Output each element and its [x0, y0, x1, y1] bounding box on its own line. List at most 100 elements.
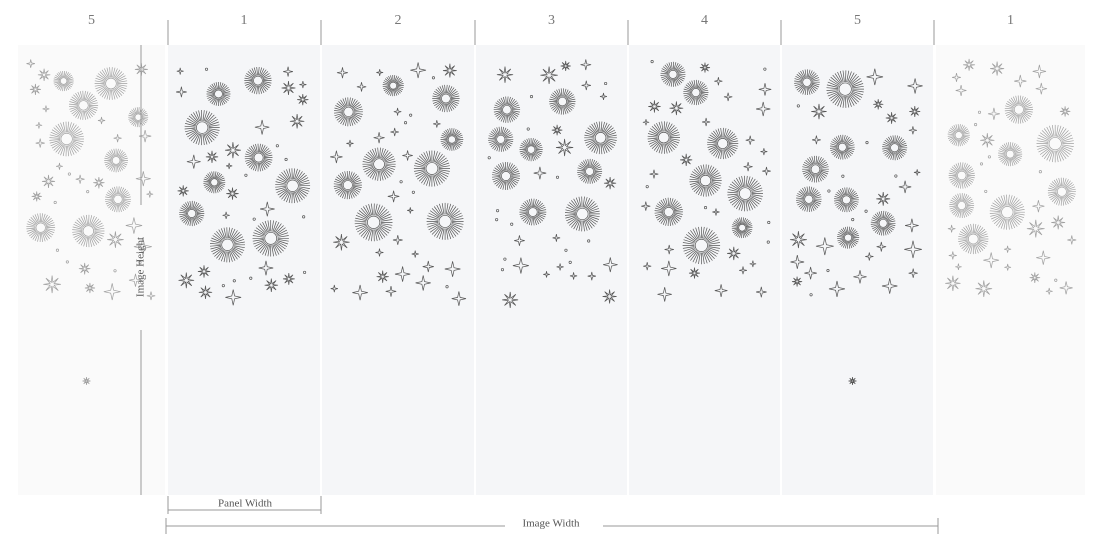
sunburst — [94, 67, 128, 100]
star — [224, 142, 241, 159]
dot — [564, 248, 568, 252]
star — [103, 283, 121, 301]
sunburst — [826, 70, 864, 108]
star — [146, 190, 154, 198]
star — [866, 68, 884, 86]
sunburst-core — [78, 100, 89, 111]
dot — [303, 270, 307, 274]
dot — [411, 190, 415, 194]
sunburst-core — [694, 238, 708, 252]
dot — [979, 162, 984, 166]
star — [254, 119, 270, 135]
panel-art — [789, 68, 923, 386]
sunburst-core — [111, 156, 121, 165]
panel — [629, 45, 780, 495]
sunburst — [72, 214, 105, 248]
sunburst — [731, 217, 753, 239]
dot — [403, 121, 408, 125]
dot — [431, 76, 436, 80]
star — [790, 255, 805, 269]
star — [749, 260, 757, 268]
star — [812, 135, 821, 145]
star — [727, 246, 741, 261]
star — [176, 67, 184, 75]
sunburst-core — [526, 145, 536, 154]
star — [264, 278, 279, 292]
star — [444, 261, 461, 277]
dot — [987, 155, 991, 159]
star — [649, 169, 659, 179]
sunburst-core — [502, 104, 512, 115]
star — [865, 252, 874, 261]
dot — [977, 110, 982, 114]
panel-number: 2 — [395, 13, 402, 28]
sunburst — [727, 175, 763, 212]
dot — [138, 261, 142, 265]
star — [226, 187, 239, 200]
sunburst-core — [500, 170, 511, 181]
sunburst-core — [663, 206, 674, 217]
dot — [249, 276, 253, 280]
dot — [65, 260, 69, 264]
dot — [851, 218, 855, 222]
star — [664, 244, 674, 255]
sunburst-core — [837, 142, 847, 152]
sunburst-core — [528, 207, 538, 217]
star — [1029, 272, 1041, 283]
star — [898, 180, 912, 194]
star — [411, 250, 419, 258]
sunburst — [837, 226, 860, 249]
star — [138, 130, 152, 143]
dot — [555, 175, 560, 179]
star — [133, 237, 152, 256]
star — [702, 117, 711, 127]
sunburst-core — [253, 75, 263, 86]
dot — [275, 144, 279, 148]
panel — [476, 45, 627, 495]
star — [352, 284, 368, 301]
star — [177, 185, 189, 197]
sunburst — [244, 143, 273, 172]
sunburst — [493, 96, 521, 123]
sunburst — [432, 84, 460, 113]
sunburst-core — [804, 194, 814, 204]
star — [496, 66, 514, 83]
star — [1045, 287, 1053, 295]
star — [905, 218, 919, 233]
sunburst — [206, 82, 231, 106]
sunburst — [794, 69, 820, 96]
star — [908, 268, 918, 278]
dot — [445, 285, 449, 289]
star — [739, 266, 747, 275]
star — [1026, 219, 1045, 238]
star — [543, 271, 550, 278]
star — [75, 174, 85, 184]
star — [43, 275, 61, 294]
dot — [984, 189, 988, 193]
sunburst-core — [954, 131, 963, 140]
star — [599, 92, 607, 100]
star — [913, 169, 921, 176]
star — [387, 190, 400, 203]
panel-art — [945, 58, 1077, 297]
star — [146, 291, 156, 301]
sunburst-core — [425, 162, 439, 175]
star — [723, 92, 733, 102]
star — [205, 150, 219, 163]
star — [983, 252, 1000, 269]
sunburst-core — [1001, 206, 1014, 219]
star — [415, 275, 431, 291]
sunburst — [519, 138, 543, 162]
star — [1004, 245, 1012, 253]
sunburst-core — [557, 96, 568, 107]
star — [540, 66, 558, 84]
sunburst-core — [196, 121, 209, 134]
star — [963, 58, 976, 71]
sunburst — [958, 223, 989, 255]
star — [394, 266, 411, 282]
star — [41, 174, 56, 188]
sunburst-core — [1013, 104, 1024, 115]
dot — [587, 239, 591, 243]
star — [376, 69, 384, 76]
dot — [53, 200, 57, 205]
